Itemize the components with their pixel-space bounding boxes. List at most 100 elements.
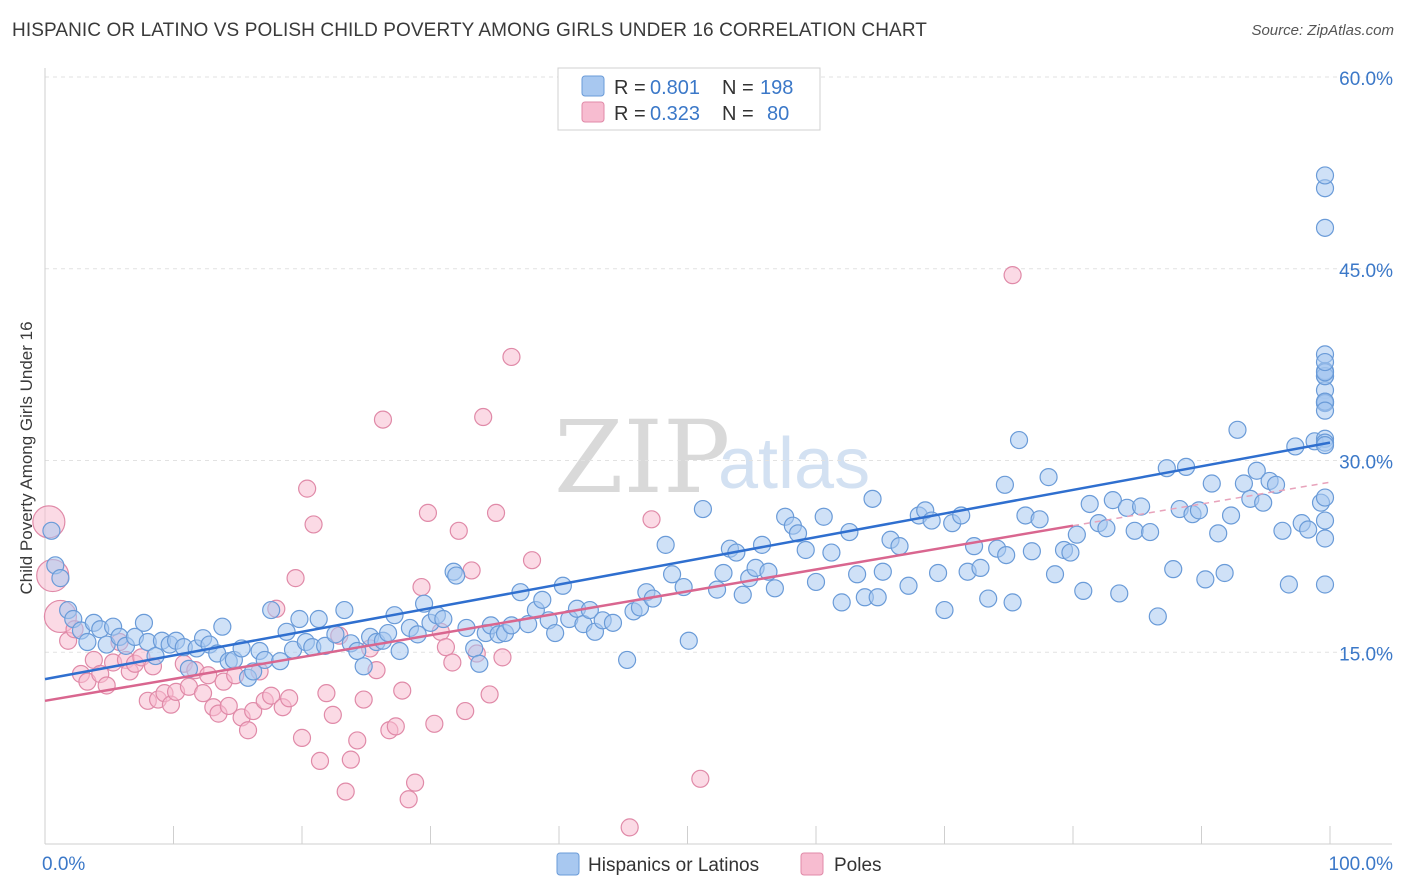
data-point (1215, 563, 1234, 583)
data-point (995, 475, 1014, 494)
data-point (1030, 510, 1049, 529)
data-point (1148, 607, 1167, 626)
data-point (480, 685, 499, 704)
data-point (425, 714, 444, 733)
bottom-legend-swatch-poles (800, 852, 824, 876)
data-point (1315, 575, 1335, 594)
data-point (486, 503, 506, 523)
data-point (286, 569, 305, 588)
data-point (873, 562, 892, 581)
data-point (848, 565, 867, 584)
data-point (1039, 468, 1058, 487)
data-point (1003, 266, 1022, 285)
data-point (390, 641, 409, 661)
data-point (336, 782, 355, 801)
data-point (1202, 474, 1221, 493)
data-point (1273, 521, 1292, 540)
legend-n-label-hispanics: N = (722, 77, 754, 99)
data-point (213, 617, 232, 636)
legend-n-value-poles: 80 (767, 103, 789, 125)
data-point (462, 561, 481, 580)
legend-swatch-hispanics (581, 75, 605, 97)
data-point (714, 563, 733, 583)
data-point (707, 580, 727, 599)
data-point (1315, 401, 1335, 420)
watermark-zip: ZIP (554, 399, 730, 516)
data-point (1132, 497, 1151, 516)
data-point (603, 613, 623, 632)
data-point (1221, 506, 1241, 525)
y-tick-label: 15.0% (1339, 644, 1393, 665)
data-point (662, 565, 682, 584)
data-point (134, 613, 154, 632)
data-point (1286, 437, 1305, 456)
legend-r-label-poles: R = (614, 103, 646, 125)
chart-title: HISPANIC OR LATINO VS POLISH CHILD POVER… (12, 20, 928, 41)
data-point (51, 569, 70, 588)
data-point (386, 717, 405, 736)
data-point (465, 639, 484, 658)
data-point (546, 623, 565, 643)
data-point (1189, 501, 1209, 520)
data-point (449, 521, 468, 540)
data-point (642, 510, 661, 529)
trend-line (44, 524, 1074, 703)
y-tick-labels: 15.0% 30.0% 45.0% 60.0% (1339, 69, 1393, 665)
data-point (348, 641, 367, 661)
data-point (298, 479, 317, 498)
data-point (310, 751, 330, 771)
data-point (935, 600, 954, 620)
data-point (1045, 565, 1065, 584)
data-point (290, 609, 309, 629)
data-point (868, 588, 887, 607)
data-point (971, 558, 990, 577)
data-point (979, 589, 998, 608)
data-point (434, 609, 453, 629)
data-point (412, 577, 431, 597)
data-point (997, 545, 1016, 565)
data-point (928, 563, 948, 583)
legend: R = 0.801 N = 198 R = 0.323 N = 80 (557, 67, 821, 131)
data-point (418, 503, 438, 523)
data-point (1315, 166, 1335, 185)
data-point (193, 684, 213, 703)
series-poles-points (32, 266, 1022, 837)
data-point (1125, 521, 1144, 540)
data-point (1315, 511, 1335, 530)
x-tick-label-max: 100.0% (1329, 854, 1394, 875)
data-point (522, 551, 542, 570)
data-point (1315, 488, 1335, 507)
y-tick-label: 60.0% (1339, 69, 1393, 90)
data-point (456, 701, 475, 721)
data-point (832, 593, 851, 612)
data-point (335, 600, 354, 620)
data-point (620, 818, 639, 837)
data-point (765, 579, 784, 598)
data-point (348, 731, 367, 750)
legend-swatch-poles (581, 101, 605, 123)
data-point (405, 773, 425, 792)
data-point (1140, 522, 1160, 542)
data-point (323, 705, 342, 724)
legend-r-label-hispanics: R = (614, 77, 646, 99)
legend-r-value-hispanics: 0.801 (650, 77, 700, 99)
data-point (1164, 560, 1183, 579)
bottom-legend-swatch-hispanics (556, 852, 580, 876)
data-point (618, 650, 637, 670)
data-point (292, 728, 312, 747)
data-point (806, 572, 826, 592)
data-point (1022, 542, 1041, 561)
data-point (1209, 524, 1228, 543)
data-point (447, 566, 466, 585)
data-point (304, 515, 323, 534)
legend-n-label-poles: N = (722, 103, 754, 125)
watermark-atlas: atlas (718, 424, 870, 504)
y-axis-label: Child Poverty Among Girls Under 16 (17, 321, 36, 594)
data-point (317, 684, 336, 703)
data-point (280, 689, 299, 708)
bottom-legend-label-hispanics: Hispanics or Latinos (588, 855, 759, 876)
data-point (78, 632, 97, 652)
data-point (1097, 519, 1116, 538)
data-point (788, 524, 808, 543)
data-point (1080, 494, 1099, 514)
